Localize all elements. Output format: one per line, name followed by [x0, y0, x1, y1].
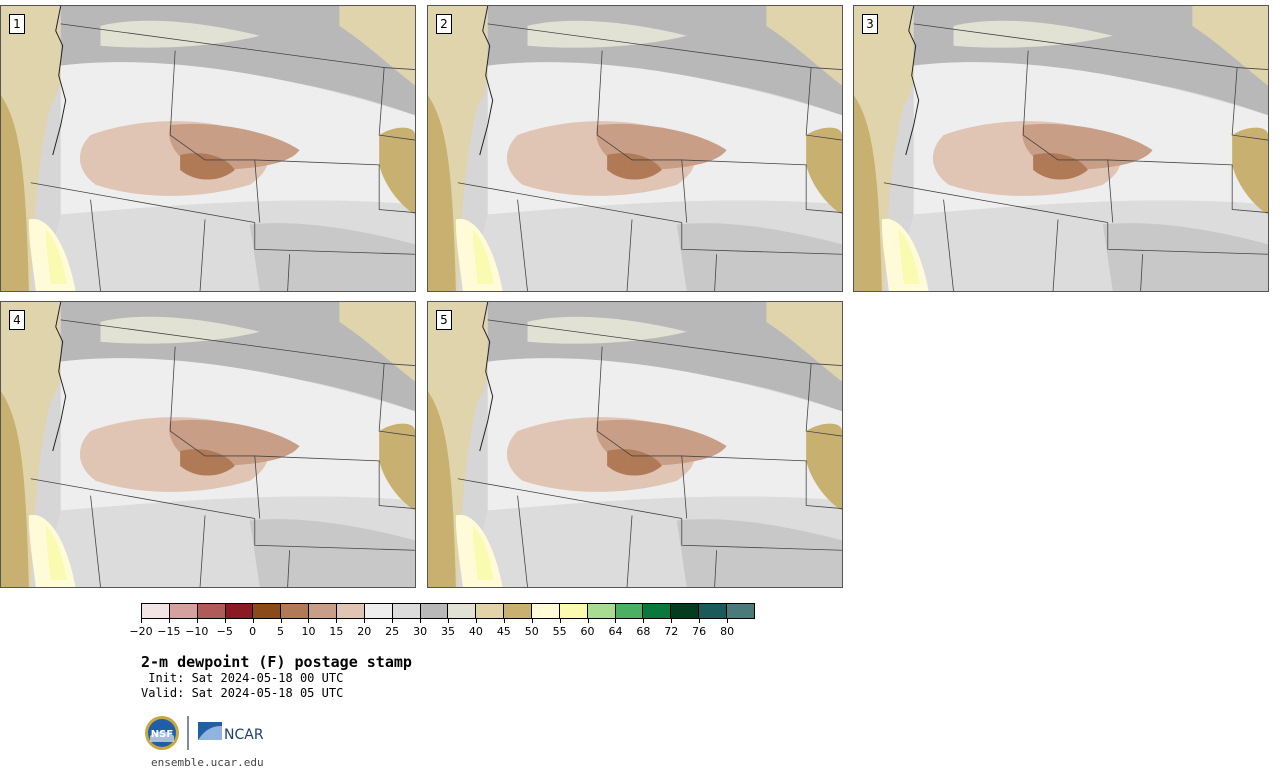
colorbar-tick-label: 25 — [385, 625, 400, 638]
map-panel-5: 5 — [427, 301, 843, 588]
colorbar-tick — [308, 619, 310, 623]
colorbar-tick-label: 15 — [329, 625, 344, 638]
dewpoint-map-1 — [1, 6, 415, 291]
panel-number: 1 — [9, 14, 25, 34]
colorbar-segment — [363, 604, 392, 618]
colorbar-segment — [252, 604, 281, 618]
colorbar-segment — [196, 604, 225, 618]
colorbar-segment — [168, 604, 197, 618]
colorbar-segment — [642, 604, 671, 618]
colorbar-segment — [447, 604, 476, 618]
panel-number: 4 — [9, 310, 25, 330]
colorbar-tick-label: 60 — [580, 625, 595, 638]
colorbar-tick — [475, 619, 477, 623]
colorbar-tick — [671, 619, 673, 623]
colorbar-segment — [670, 604, 699, 618]
colorbar-tick — [224, 619, 226, 623]
colorbar-tick — [531, 619, 533, 623]
colorbar-tick — [448, 619, 449, 623]
colorbar-tick-label: 76 — [692, 625, 707, 638]
colorbar-segment — [419, 604, 448, 618]
colorbar-segment — [142, 604, 169, 618]
site-url: ensemble.ucar.edu — [151, 756, 264, 769]
colorbar-tick — [141, 619, 142, 623]
colorbar-tick — [503, 619, 505, 623]
colorbar-tick — [420, 619, 422, 623]
colorbar-tick — [364, 619, 366, 623]
colorbar-tick-label: −5 — [216, 625, 233, 638]
colorbar-tick-label: −10 — [185, 625, 209, 638]
colorbar-tick — [280, 619, 282, 623]
colorbar-tick-label: 5 — [277, 625, 285, 638]
colorbar-tick — [559, 619, 561, 623]
colorbar-tick-label: 0 — [249, 625, 257, 638]
colorbar-tick — [643, 619, 645, 623]
colorbar-tick — [699, 619, 701, 623]
dewpoint-map-3 — [854, 6, 1268, 291]
colorbar-segment — [280, 604, 309, 618]
colorbar-segment — [726, 604, 754, 618]
ncar-logo-icon: NCAR — [198, 722, 264, 743]
colorbar-tick — [252, 619, 254, 623]
dewpoint-map-4 — [1, 302, 415, 587]
colorbar-tick-label: 68 — [636, 625, 651, 638]
colorbar-segment — [308, 604, 337, 618]
colorbar-tick — [727, 619, 729, 623]
panel-number: 2 — [436, 14, 452, 34]
colorbar-tick-label: 35 — [441, 625, 455, 638]
colorbar — [141, 603, 755, 619]
colorbar-tick-label: 64 — [608, 625, 623, 638]
colorbar-tick — [196, 619, 198, 623]
colorbar-tick-label: 50 — [524, 625, 539, 638]
colorbar-tick-label: 10 — [301, 625, 316, 638]
map-panel-3: 3 — [853, 5, 1269, 292]
colorbar-tick-label: 72 — [664, 625, 679, 638]
map-panel-1: 1 — [0, 5, 416, 292]
colorbar-segment — [475, 604, 504, 618]
colorbar-segment — [391, 604, 420, 618]
init-time: Init: Sat 2024-05-18 00 UTC — [141, 671, 344, 685]
ncar-logo-text: NCAR — [224, 727, 264, 743]
colorbar-tick — [587, 619, 589, 623]
colorbar-segment — [336, 604, 364, 618]
colorbar-segment — [531, 604, 559, 618]
dewpoint-map-5 — [428, 302, 842, 587]
colorbar-tick — [336, 619, 338, 623]
colorbar-tick-label: 80 — [720, 625, 735, 638]
colorbar-segment — [614, 604, 643, 618]
panel-number: 3 — [862, 14, 878, 34]
colorbar-tick — [392, 619, 394, 623]
colorbar-segment — [558, 604, 587, 618]
colorbar-tick-label: 30 — [413, 625, 428, 638]
map-title: 2-m dewpoint (F) postage stamp — [141, 653, 412, 671]
panel-number: 5 — [436, 310, 452, 330]
map-panel-4: 4 — [0, 301, 416, 588]
colorbar-tick — [168, 619, 170, 623]
map-panel-2: 2 — [427, 5, 843, 292]
colorbar-tick-label: −15 — [157, 625, 181, 638]
colorbar-segment — [698, 604, 727, 618]
colorbar-tick-label: −20 — [129, 625, 153, 638]
colorbar-tick-label: 55 — [552, 625, 567, 638]
colorbar-tick-label: 45 — [496, 625, 511, 638]
valid-time: Valid: Sat 2024-05-18 05 UTC — [141, 686, 344, 700]
dewpoint-map-2 — [428, 6, 842, 291]
logos: NSF NCAR — [145, 716, 264, 750]
colorbar-segment — [586, 604, 615, 618]
colorbar-tick — [615, 619, 617, 623]
colorbar-ticks: −20 −15 −10 −5 0 5 10 15 20 25 30 35 40 45 50 55 60 64 68 7… — [129, 619, 755, 639]
nsf-logo-text: NSF — [151, 729, 173, 740]
nsf-logo-icon: NSF — [145, 716, 179, 750]
colorbar-segment — [224, 604, 253, 618]
colorbar-tick-label: 40 — [468, 625, 483, 638]
colorbar-segment — [503, 604, 532, 618]
colorbar-tick-label: 20 — [357, 625, 372, 638]
